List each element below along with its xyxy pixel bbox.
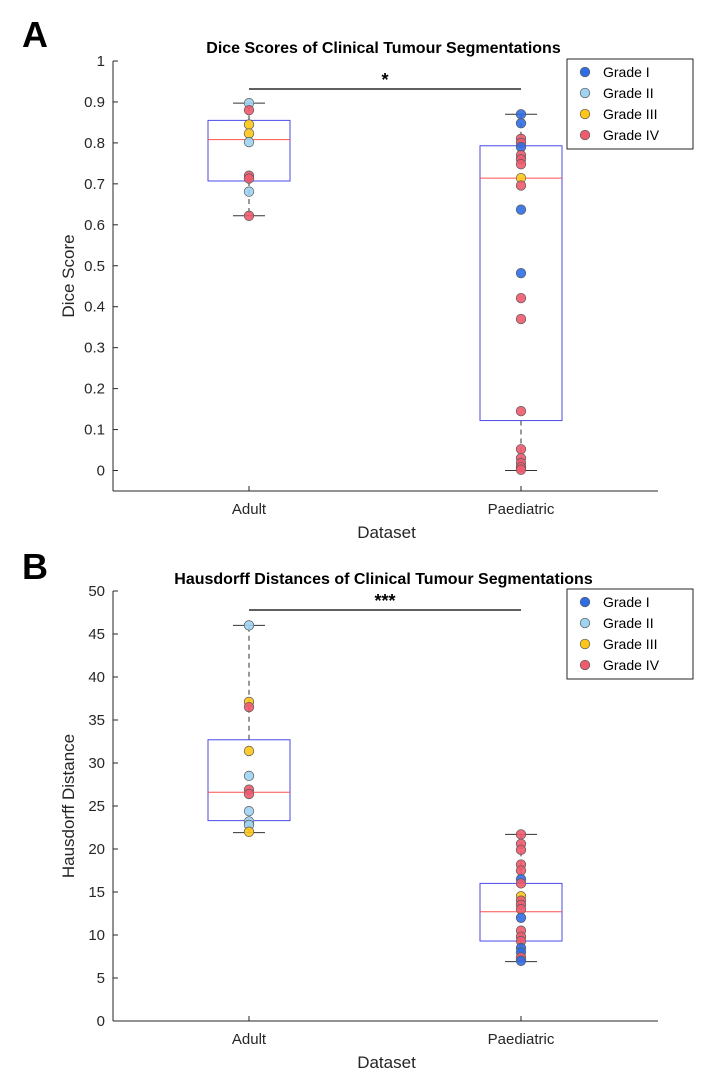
x-axis-label: Dataset [357,1053,416,1072]
panel-b-label: B [22,546,48,587]
hausdorff-distance-chart: 0 5 10 15 20 25 30 35 40 45 50 Adult Paediatric Datas… [59,571,694,1072]
data-point-grade-i [515,109,527,120]
data-point-grade-iv [515,464,527,475]
y-tick-label: 35 [88,712,105,729]
data-point-grade-i [515,204,527,215]
y-tick-label: 25 [88,798,105,815]
x-tick-label-adult: Adult [232,1031,267,1048]
data-point-grade-iv [243,173,255,184]
panel-a: A 0 0.1 0.2 0.3 0.4 0.5 0.6 0.7 0.8 0.9 1 Adult Paed… [0,0,722,542]
y-tick-label: 45 [88,626,105,643]
x-tick-label-paediatric: Paediatric [488,501,555,518]
y-tick-label: 0.3 [84,340,105,357]
y-tick-label: 0.6 [84,217,105,234]
data-point-grade-iv [515,865,527,876]
data-point-grade-ii [243,186,255,197]
y-axis-label: Hausdorff Distance [59,734,78,878]
legend-marker-grade-iii [579,638,591,650]
legend-marker-grade-ii [579,87,591,99]
y-tick-label: 15 [88,884,105,901]
y-tick-label: 0.4 [84,299,105,316]
x-axis-label: Dataset [357,523,416,538]
legend-label-grade-iii: Grade III [603,636,657,652]
y-tick-label: 20 [88,841,105,858]
y-tick-label: 0 [97,1013,105,1030]
data-point-grade-iv [243,210,255,221]
data-point-grade-i [515,118,527,129]
data-point-grade-iii [243,745,255,757]
data-point-grade-ii [243,770,255,782]
y-tick-label: 5 [97,970,105,987]
data-point-grade-iv [243,701,255,713]
data-point-grade-iii [243,826,255,837]
y-tick-label: 10 [88,927,105,944]
legend-marker-grade-iv [579,659,591,671]
legend-marker-grade-i [579,596,591,608]
data-point-grade-i [515,955,527,966]
legend-label-grade-i: Grade I [603,594,650,610]
data-point-grade-i [515,267,527,279]
legend-label-grade-ii: Grade II [603,85,654,101]
y-tick-label: 40 [88,669,105,686]
legend-marker-grade-iii [579,108,591,120]
y-tick-label: 0 [97,463,105,480]
chart-title: Hausdorff Distances of Clinical Tumour S… [174,571,593,588]
significance-label: *** [374,591,395,611]
x-tick-label-adult: Adult [232,501,267,518]
y-tick-label: 0.9 [84,94,105,111]
legend: Grade I Grade II Grade III Grade IV [566,588,694,680]
data-point-grade-iv [515,313,527,325]
data-point-grade-iv [515,180,527,191]
y-axis-label: Dice Score [59,234,78,317]
y-tick-label: 0.8 [84,135,105,152]
significance-label: * [381,70,388,90]
data-point-grade-iv [243,104,255,116]
legend-marker-grade-iv [579,129,591,141]
data-point-grade-iv [243,788,255,800]
panel-a-label: A [22,14,48,55]
data-point-grade-iv [515,292,527,304]
y-tick-label: 0.2 [84,381,105,398]
data-point-grade-ii [243,136,255,148]
legend-marker-grade-i [579,66,591,78]
legend-label-grade-iv: Grade IV [603,127,660,143]
data-point-grade-iii [243,119,255,130]
data-point-grade-ii [243,620,255,631]
y-tick-label: 50 [88,583,105,600]
data-point-grade-iv [515,844,527,856]
legend-label-grade-ii: Grade II [603,615,654,631]
data-point-grade-iv [515,904,527,915]
legend: Grade I Grade II Grade III Grade IV [566,58,694,150]
legend-label-grade-iii: Grade III [603,106,657,122]
y-tick-label: 0.7 [84,176,105,193]
y-tick-label: 0.5 [84,258,105,275]
data-point-grade-iv [515,829,527,840]
chart-title: Dice Scores of Clinical Tumour Segmentat… [206,40,561,57]
legend-label-grade-i: Grade I [603,64,650,80]
y-tick-label: 1 [97,53,105,70]
y-tick-label: 0.1 [84,422,105,439]
y-tick-label: 30 [88,755,105,772]
data-point-grade-iv [515,405,527,417]
data-point-grade-ii [243,806,255,817]
data-point-grade-iv [515,444,527,455]
panel-b: B 0 5 10 15 20 25 30 35 40 45 50 Adult Paediatric Dat… [0,538,722,1076]
dice-score-chart: 0 0.1 0.2 0.3 0.4 0.5 0.6 0.7 0.8 0.9 1 Adult Paedia… [59,40,694,542]
data-point-grade-i [515,912,527,923]
data-point-grade-iv [515,878,527,889]
legend-label-grade-iv: Grade IV [603,657,660,673]
data-point-grade-iv [515,159,527,170]
legend-marker-grade-ii [579,617,591,629]
box-adult [207,624,291,834]
x-tick-label-paediatric: Paediatric [488,1031,555,1048]
data-point-grade-iii [243,128,255,139]
